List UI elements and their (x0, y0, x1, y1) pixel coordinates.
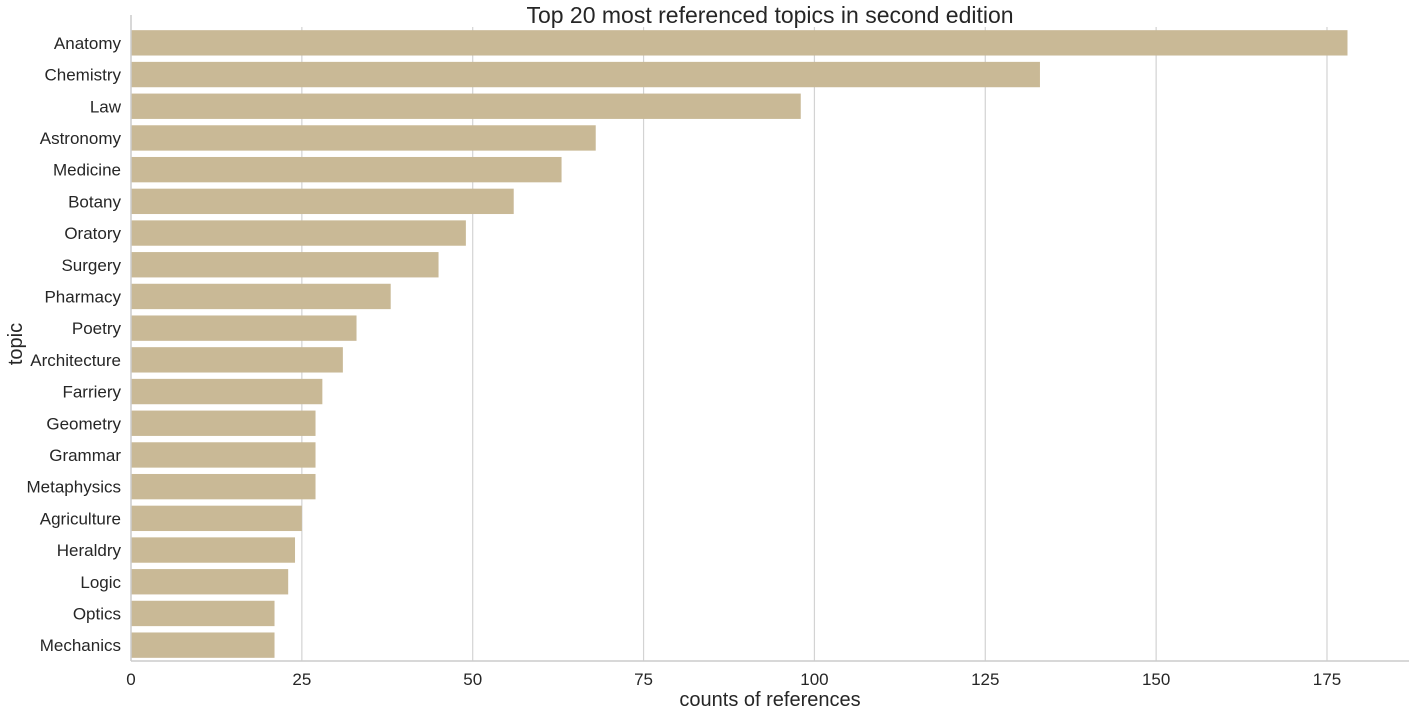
y-tick-label: Oratory (64, 224, 121, 243)
y-tick-label: Anatomy (54, 34, 122, 53)
y-tick-label: Optics (73, 604, 121, 623)
bar-surgery (131, 252, 439, 278)
y-tick-label: Geometry (46, 414, 121, 433)
y-tick-labels: Anatomy Chemistry Law Astronomy Medicine Bota… (27, 34, 122, 655)
y-tick-label: Pharmacy (44, 287, 121, 306)
bar-metaphysics (131, 473, 316, 500)
y-tick-label: Chemistry (44, 66, 121, 85)
y-tick-label: Farriery (62, 383, 121, 402)
y-tick-label: Metaphysics (27, 478, 121, 497)
y-tick-label: Poetry (72, 319, 122, 338)
bar-poetry (131, 315, 357, 341)
y-tick-label: Grammar (49, 446, 121, 465)
y-tick-label: Botany (68, 192, 121, 211)
y-axis-title: topic (5, 323, 27, 365)
x-axis-title: counts of references (679, 689, 860, 711)
x-tick-label: 125 (971, 670, 999, 689)
x-tick-label: 25 (292, 670, 311, 689)
bar-logic (131, 569, 289, 595)
bar-heraldry (131, 537, 296, 563)
bar-botany (131, 188, 514, 215)
x-tick-label: 0 (126, 670, 135, 689)
x-tick-label: 75 (634, 670, 653, 689)
x-tick-label: 175 (1313, 670, 1341, 689)
x-tick-label: 100 (800, 670, 828, 689)
y-tick-label: Mechanics (40, 636, 121, 655)
y-tick-label: Logic (80, 573, 121, 592)
axes (130, 15, 1409, 662)
x-tick-label: 50 (463, 670, 482, 689)
bar-astronomy (131, 125, 596, 151)
y-tick-label: Surgery (61, 256, 121, 275)
x-tick-label: 150 (1142, 670, 1170, 689)
y-tick-label: Architecture (30, 351, 121, 370)
y-tick-label: Astronomy (40, 129, 122, 148)
bar-agriculture (131, 505, 302, 532)
bar-farriery (131, 378, 323, 405)
y-tick-label: Heraldry (57, 541, 122, 560)
bar-optics (131, 600, 275, 627)
y-tick-label: Medicine (53, 161, 121, 180)
bar-grammar (131, 442, 316, 468)
y-tick-label: Law (90, 97, 122, 116)
bar-medicine (131, 156, 562, 183)
bar-mechanics (131, 632, 275, 658)
bar-anatomy (131, 30, 1348, 56)
bar-law (131, 93, 801, 119)
bars (131, 30, 1348, 658)
y-tick-label: Agriculture (40, 509, 121, 528)
chart-title: Top 20 most referenced topics in second … (526, 2, 1013, 28)
bar-geometry (131, 410, 316, 436)
grid-lines (301, 27, 1328, 661)
bar-chemistry (131, 61, 1040, 88)
bar-pharmacy (131, 283, 391, 310)
bar-architecture (131, 347, 343, 373)
x-tick-labels: 0 25 50 75 100 125 150 175 (126, 670, 1341, 689)
bar-oratory (131, 220, 466, 246)
